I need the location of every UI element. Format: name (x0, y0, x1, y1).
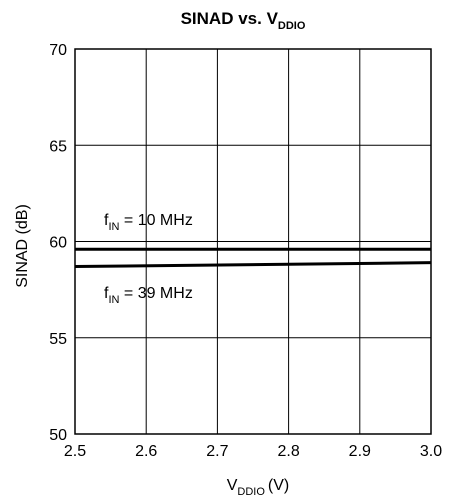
y-tick-label: 60 (49, 235, 67, 252)
x-tick-label: 2.8 (277, 443, 299, 460)
annotation-10mhz-text: = 10 MHz (119, 212, 192, 229)
y-tick-label: 55 (49, 331, 67, 348)
annotation-10mhz: fIN = 10 MHz (104, 212, 193, 233)
x-axis-label-unit: (V) (268, 477, 289, 494)
grid (74, 48, 432, 435)
annotation-39mhz: fIN = 39 MHz (104, 285, 193, 306)
x-tick-label: 2.9 (349, 443, 371, 460)
y-tick-labels: 50 55 60 65 70 (49, 42, 67, 444)
annotation-39mhz-text: = 39 MHz (119, 285, 192, 302)
plot-frame (74, 48, 432, 435)
x-tick-labels: 2.5 2.6 2.7 2.8 2.9 3.0 (64, 443, 442, 460)
x-tick-label: 2.6 (135, 443, 157, 460)
y-tick-label: 70 (49, 42, 67, 59)
annotation-10mhz-prefix: f (104, 212, 109, 229)
x-axis-label-main: V (227, 477, 238, 494)
y-axis-label: SINAD (dB) (14, 204, 31, 288)
chart-title-main: SINAD vs. V (181, 9, 279, 28)
series-lines (74, 247, 432, 269)
annotation-39mhz-prefix: f (104, 285, 109, 302)
y-tick-label: 50 (49, 427, 67, 444)
y-tick-label: 65 (49, 138, 67, 155)
x-tick-label: 2.7 (206, 443, 228, 460)
x-axis-label-subscript: DDIO (237, 486, 265, 498)
chart-title: SINAD vs. VDDIO (181, 9, 306, 32)
annotation-10mhz-subscript: IN (108, 221, 119, 233)
x-axis-label: VDDIO (V) (227, 477, 290, 498)
chart-title-subscript: DDIO (278, 20, 306, 32)
series-line-1 (74, 261, 432, 269)
x-tick-label: 2.5 (64, 443, 86, 460)
annotation-39mhz-subscript: IN (108, 294, 119, 306)
x-tick-label: 3.0 (420, 443, 442, 460)
